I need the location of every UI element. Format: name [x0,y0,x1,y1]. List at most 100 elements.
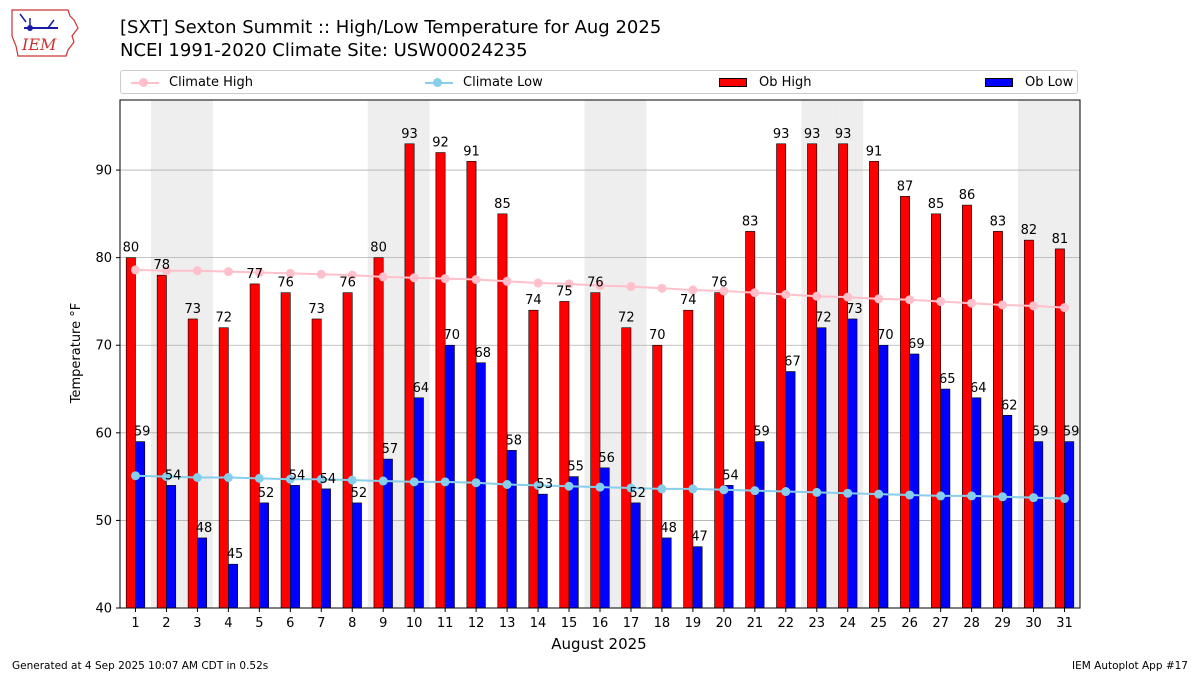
ob-low-bar [351,502,362,609]
ob-high-label: 77 [246,267,263,282]
climate-high-point [936,296,946,306]
ob-high-bar [962,204,972,609]
ob-low-swatch-icon [985,78,1013,87]
ob-high-bar [683,309,694,609]
ob-low-bar [692,546,703,609]
x-tick-label: 20 [716,616,733,631]
iem-logo: IEM [8,6,80,58]
x-tick-label: 15 [561,616,578,631]
ob-low-label: 70 [877,328,894,343]
x-tick-label: 10 [406,616,423,631]
ob-low-label: 56 [598,451,615,466]
climate-low-point [967,491,977,501]
climate-low-point [843,488,853,498]
ob-high-bar [931,213,941,609]
x-tick-label: 8 [348,616,356,631]
ob-high-label: 72 [215,311,232,326]
ob-low-bar [228,563,238,609]
ob-high-label: 76 [277,276,294,291]
ob-high-bar [807,143,818,609]
x-tick-label: 12 [468,616,485,631]
climate-high-point [192,266,202,276]
climate-high-point [905,295,915,305]
ob-high-label: 92 [432,136,449,151]
x-tick-label: 2 [162,616,170,631]
ob-low-label: 67 [784,355,801,370]
climate-high-point [502,276,512,286]
ob-low-label: 59 [753,425,770,440]
ob-low-label: 57 [382,442,399,457]
ob-high-label: 93 [773,127,790,142]
climate-high-point [781,289,791,299]
climate-high-point [1060,303,1070,313]
footer-app-text: IEM Autoplot App #17 [1072,660,1188,672]
climate-low-point [254,473,264,483]
ob-low-bar [661,537,672,609]
x-tick-label: 9 [379,616,387,631]
climate-low-point [316,474,326,484]
ob-low-label: 73 [846,302,863,317]
y-axis-ticks: 40 50 60 70 80 90 [95,164,120,617]
ob-high-label: 83 [990,214,1007,229]
ob-low-bar [290,485,300,609]
chart-title: [SXT] Sexton Summit :: High/Low Temperat… [120,17,662,38]
ob-high-label: 80 [123,241,140,256]
ob-low-label: 59 [134,425,151,440]
climate-high-point [378,272,388,282]
ob-low-bar [1064,441,1075,609]
ob-high-label: 91 [463,144,480,159]
ob-high-bar [745,231,756,609]
ob-high-label: 76 [587,276,604,291]
ob-high-label: 70 [649,328,666,343]
ob-low-label: 48 [660,521,677,536]
ob-high-bar [156,274,167,609]
climate-high-point [316,269,326,279]
climate-high-point [440,274,450,284]
ob-high-bar [714,292,725,609]
ob-low-label: 59 [1063,425,1080,440]
ob-low-label: 70 [444,328,461,343]
x-tick-label: 23 [809,616,826,631]
ob-high-label: 73 [308,302,325,317]
x-tick-label: 29 [994,616,1011,631]
ob-high-label: 74 [525,293,542,308]
ob-low-label: 68 [475,346,492,361]
ob-low-label: 52 [258,486,275,501]
ob-low-label: 53 [536,477,553,492]
ob-low-bar [878,344,889,609]
climate-high-point [843,292,853,302]
ob-low-label: 54 [320,472,337,487]
ob-low-label: 62 [1001,398,1018,413]
x-tick-label: 24 [839,616,856,631]
x-tick-label: 16 [592,616,609,631]
climate-low-point [130,471,140,481]
climate-high-point [595,281,605,291]
ob-low-label: 52 [629,486,646,501]
ob-low-bar [847,318,858,609]
ob-low-bar [135,441,146,609]
ob-high-swatch-icon [719,78,747,87]
ob-high-bar [249,283,260,609]
climate-low-point [161,472,171,482]
climate-high-point [688,285,698,295]
ob-low-label: 65 [939,372,956,387]
climate-low-point [812,487,822,497]
climate-high-point [161,266,171,276]
ob-low-label: 52 [351,486,368,501]
climate-low-point [347,475,357,485]
climate-high-point [471,275,481,285]
climate-low-point [781,487,791,497]
climate-high-point [409,273,419,283]
ob-high-label: 93 [401,127,418,142]
x-tick-label: 6 [286,616,294,631]
ob-high-label: 83 [742,214,759,229]
climate-low-point [192,472,202,482]
ob-low-bar [754,441,765,609]
ob-high-bar [900,196,910,609]
data-labels: 80 78 73 72 77 76 73 76 80 93 92 91 85 74 75 76 72 70 74 76… [123,127,1080,562]
ob-high-label: 80 [370,241,387,256]
ob-high-bar [559,301,570,609]
climate-high-marker-icon [139,78,148,87]
climate-high-point [533,278,543,288]
